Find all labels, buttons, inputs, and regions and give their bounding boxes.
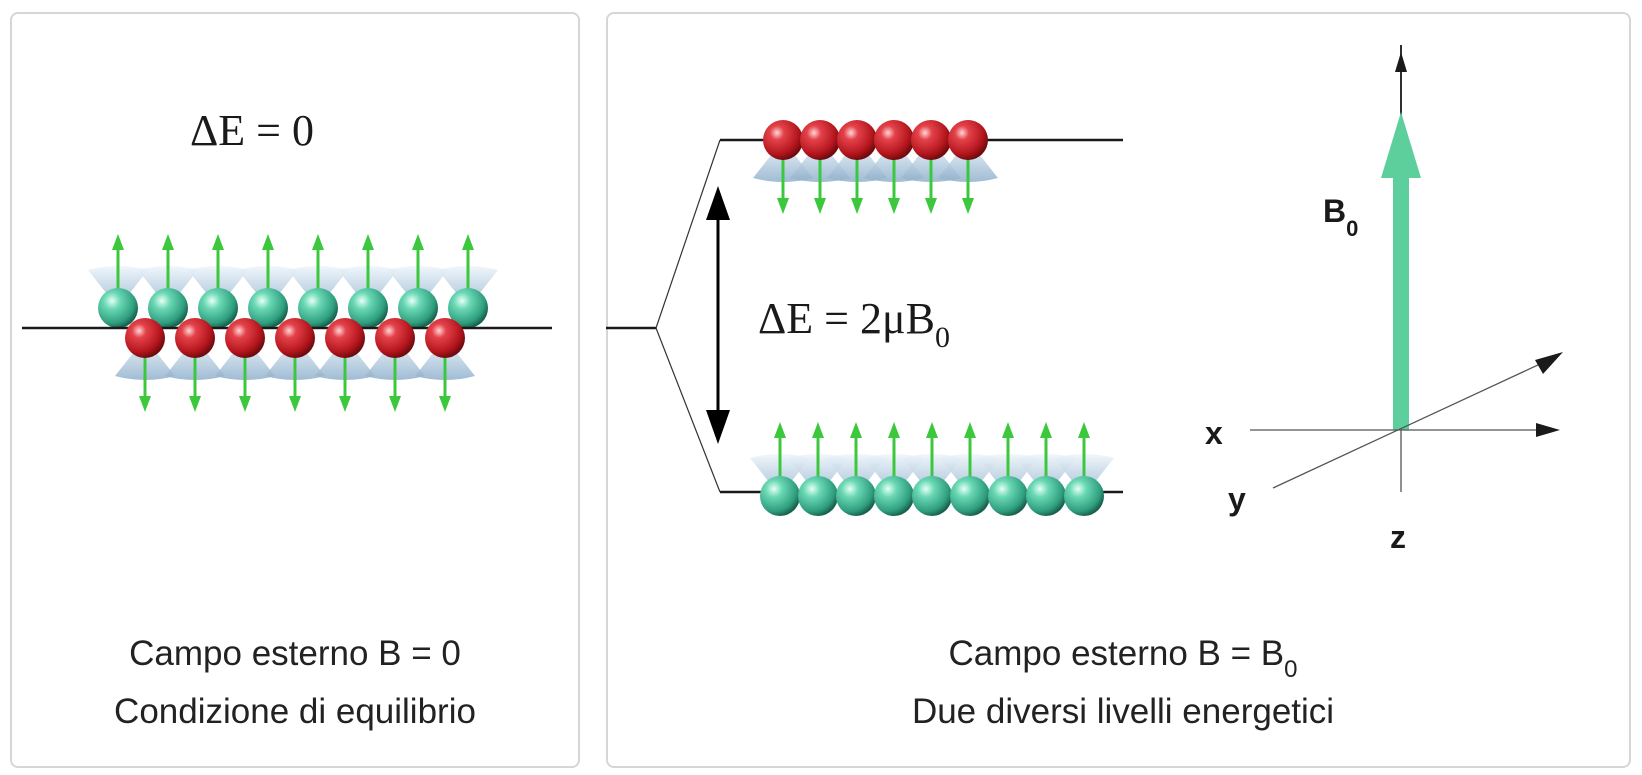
left-caption-line1: Campo esterno B = 0 (129, 634, 461, 673)
arrow-head (162, 234, 174, 250)
left-caption-line2: Condizione di equilibrio (114, 692, 476, 731)
arrow-head (777, 198, 789, 214)
spin-up-sphere (348, 288, 388, 328)
spin-down-sphere (225, 318, 265, 358)
spin-up-sphere (98, 288, 138, 328)
lower-level-spin-up-row (750, 422, 1114, 516)
arrow-head (289, 396, 301, 412)
spin-down-sphere (874, 120, 914, 160)
arrow-head (112, 234, 124, 250)
arrow-head (851, 198, 863, 214)
arrow-head (1078, 422, 1090, 438)
arrow-head (888, 422, 900, 438)
spin-up-sphere (836, 476, 876, 516)
axis-z-label: z (1390, 519, 1406, 555)
left-equation: ΔE = 0 (190, 106, 314, 155)
spin-down-sphere (425, 318, 465, 358)
left-spin-up-row (88, 234, 498, 328)
spin-up-sphere (398, 288, 438, 328)
field-label: B0 (1323, 193, 1358, 241)
field-arrow-icon (1381, 45, 1421, 430)
spin-up-sphere (798, 476, 838, 516)
arrow-head (1040, 422, 1052, 438)
arrow-head (239, 396, 251, 412)
spin-up-sphere (950, 476, 990, 516)
spin-down-sphere (325, 318, 365, 358)
spin-up-sphere (874, 476, 914, 516)
axis-y-label: y (1228, 481, 1246, 517)
arrow-head (814, 198, 826, 214)
axis-x-label: x (1205, 415, 1223, 451)
spin-down-sphere (175, 318, 215, 358)
arrow-head (850, 422, 862, 438)
spin-down-sphere (125, 318, 165, 358)
left-spin-down-row (115, 318, 475, 412)
arrow-head (1002, 422, 1014, 438)
arrow-head (389, 396, 401, 412)
arrow-head (339, 396, 351, 412)
arrow-head (964, 422, 976, 438)
spin-down-sphere (763, 120, 803, 160)
arrow-head (962, 198, 974, 214)
spin-down-sphere (375, 318, 415, 358)
right-caption-line1: Campo esterno B = B0 (949, 634, 1298, 683)
spin-up-sphere (988, 476, 1028, 516)
right-equation: ΔE = 2μB0 (758, 294, 950, 354)
arrow-head (212, 234, 224, 250)
arrow-head (925, 198, 937, 214)
arrow-head (439, 396, 451, 412)
spin-up-sphere (148, 288, 188, 328)
split-line-lower (655, 327, 721, 493)
arrow-head (926, 422, 938, 438)
spin-up-sphere (198, 288, 238, 328)
spin-up-sphere (248, 288, 288, 328)
right-caption-line2: Due diversi livelli energetici (912, 692, 1334, 731)
spin-down-sphere (837, 120, 877, 160)
upper-level-spin-down-row (753, 120, 998, 214)
spin-down-sphere (911, 120, 951, 160)
arrow-head (189, 396, 201, 412)
coordinate-axes (1250, 352, 1563, 492)
spin-down-sphere (800, 120, 840, 160)
spin-up-sphere (448, 288, 488, 328)
spin-up-sphere (1064, 476, 1104, 516)
arrow-head (412, 234, 424, 250)
arrow-head (262, 234, 274, 250)
arrow-head (812, 422, 824, 438)
spin-up-sphere (298, 288, 338, 328)
arrow-head (462, 234, 474, 250)
spin-down-sphere (948, 120, 988, 160)
energy-gap-arrow-icon (706, 186, 730, 444)
arrow-head (312, 234, 324, 250)
arrow-head (362, 234, 374, 250)
arrow-head (888, 198, 900, 214)
spin-up-sphere (912, 476, 952, 516)
arrow-head (139, 396, 151, 412)
split-line-upper (655, 139, 721, 329)
arrow-head (774, 422, 786, 438)
spin-up-sphere (1026, 476, 1066, 516)
spin-up-sphere (760, 476, 800, 516)
spin-down-sphere (275, 318, 315, 358)
